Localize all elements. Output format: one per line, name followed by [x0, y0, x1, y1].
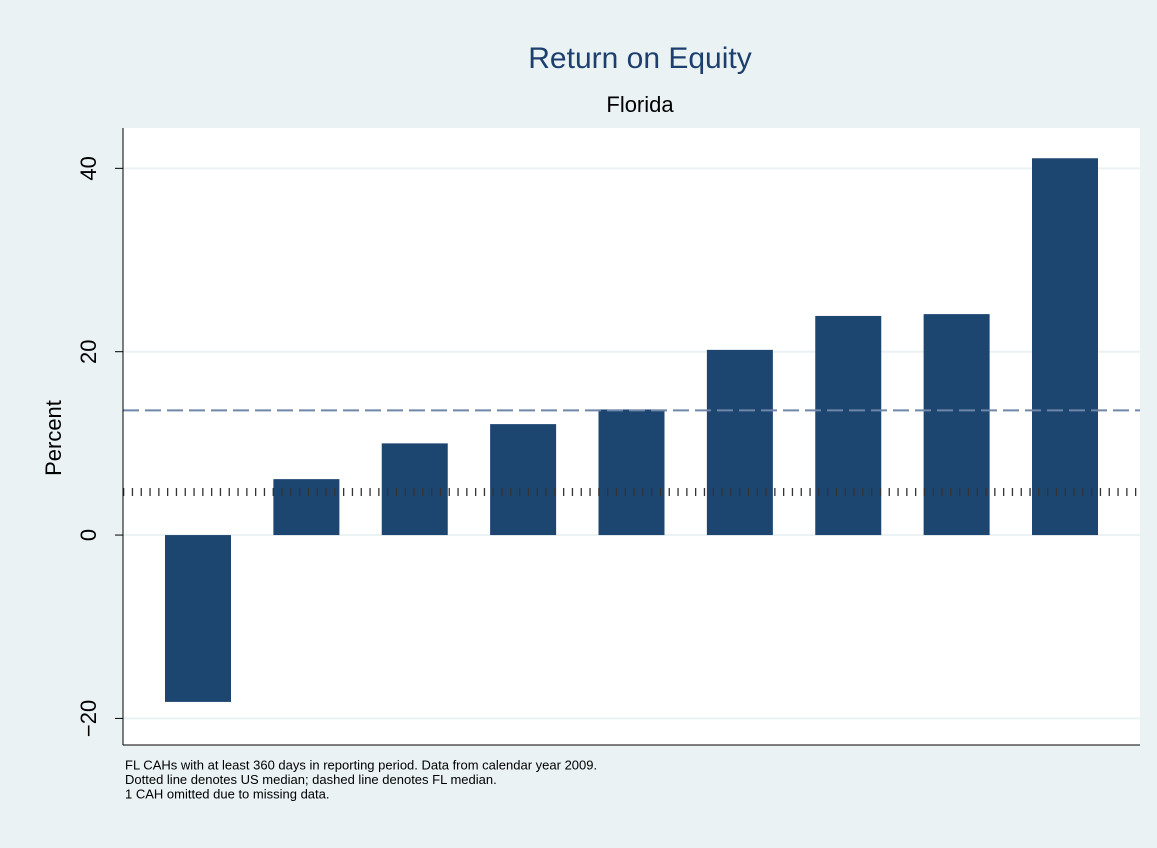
y-tick-label: −20 [76, 700, 101, 737]
note: Dotted line denotes US median; dashed li… [125, 772, 497, 787]
bar [815, 315, 882, 536]
y-axis-label: Percent [41, 400, 66, 476]
bar [165, 535, 231, 702]
y-tick-label: 0 [76, 529, 101, 541]
bar [923, 314, 990, 536]
bar [706, 349, 773, 536]
chart-title: Return on Equity [528, 42, 751, 75]
chart-subtitle: Florida [606, 92, 674, 117]
bar [490, 424, 557, 536]
y-tick-label: 40 [76, 156, 101, 180]
bar [273, 479, 340, 536]
bar [381, 443, 448, 536]
bar [598, 409, 665, 536]
note: 1 CAH omitted due to missing data. [125, 786, 330, 801]
bar [1032, 158, 1098, 536]
note: FL CAHs with at least 360 days in report… [125, 757, 597, 772]
y-tick-label: 20 [76, 339, 101, 363]
